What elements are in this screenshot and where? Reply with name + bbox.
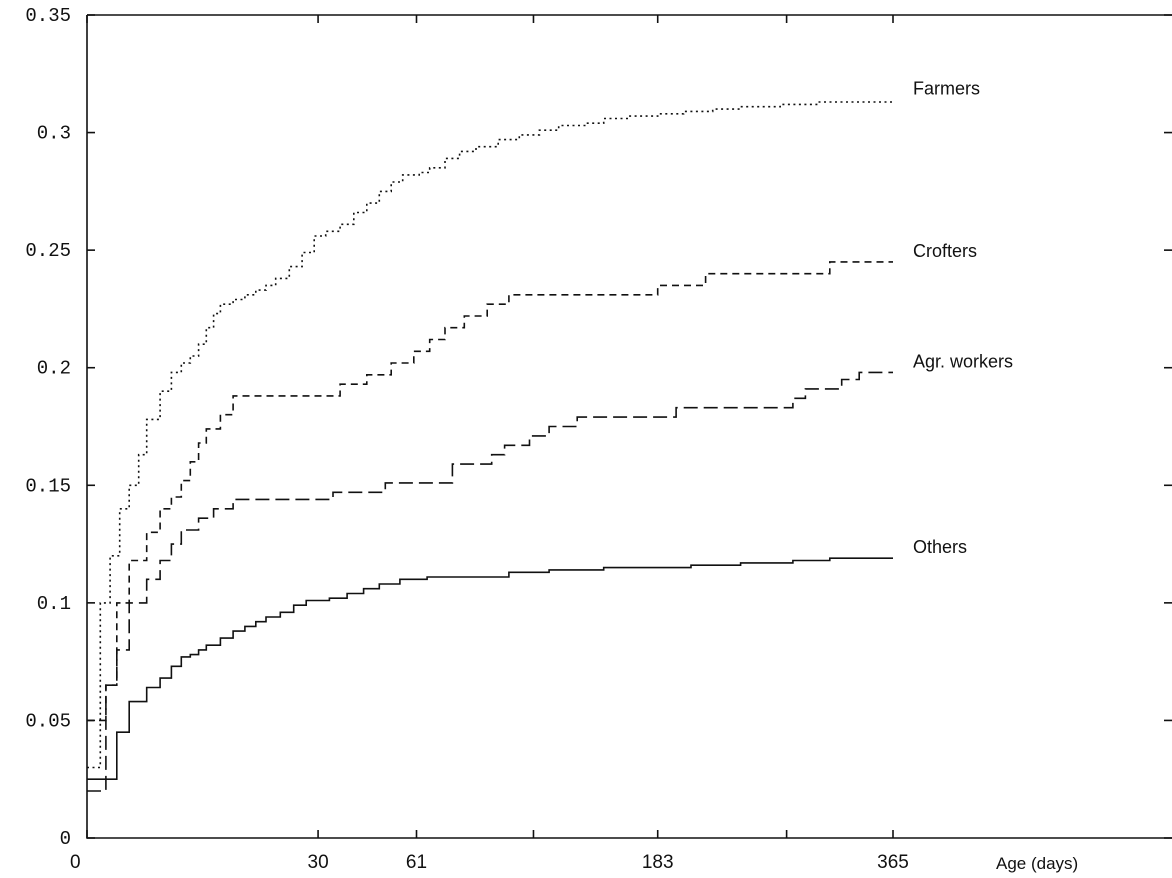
y-tick-label: 0.15 xyxy=(25,475,71,497)
y-tick-label: 0.05 xyxy=(25,710,71,732)
series-line-agr-workers xyxy=(87,371,893,792)
series-lines xyxy=(87,99,894,792)
x-tick-label: 30 xyxy=(308,852,329,873)
x-tick-label: 0 xyxy=(70,852,81,873)
x-tick-labels: 0 30 61 183 365 xyxy=(70,852,909,873)
series-line-crofters xyxy=(87,261,893,722)
axis-frame xyxy=(86,15,1172,839)
x-axis-label: Age (days) xyxy=(996,854,1078,873)
series-label-agr-workers: Agr. workers xyxy=(913,351,1013,371)
x-tick-label: 183 xyxy=(642,852,674,873)
series-line-others xyxy=(87,557,893,780)
series-label-farmers: Farmers xyxy=(913,79,980,99)
series-line-farmers xyxy=(87,99,894,769)
y-tick-label: 0.1 xyxy=(37,593,71,615)
y-tick-label: 0.25 xyxy=(25,240,71,262)
x-tick-label: 61 xyxy=(406,852,427,873)
y-tick-label: 0.35 xyxy=(25,5,71,27)
axis-ticks xyxy=(86,14,1172,839)
x-tick-label: 365 xyxy=(877,852,909,873)
y-tick-label: 0.2 xyxy=(37,358,71,380)
plot-axes xyxy=(86,14,1172,839)
y-tick-label: 0.3 xyxy=(37,123,71,145)
series-label-others: Others xyxy=(913,537,967,557)
y-tick-labels: 0 0.05 0.1 0.15 0.2 0.25 0.3 0.35 xyxy=(25,5,71,850)
y-tick-label: 0 xyxy=(60,828,71,850)
series-label-crofters: Crofters xyxy=(913,241,977,261)
series-labels: Farmers Crofters Agr. workers Others xyxy=(913,79,1013,558)
